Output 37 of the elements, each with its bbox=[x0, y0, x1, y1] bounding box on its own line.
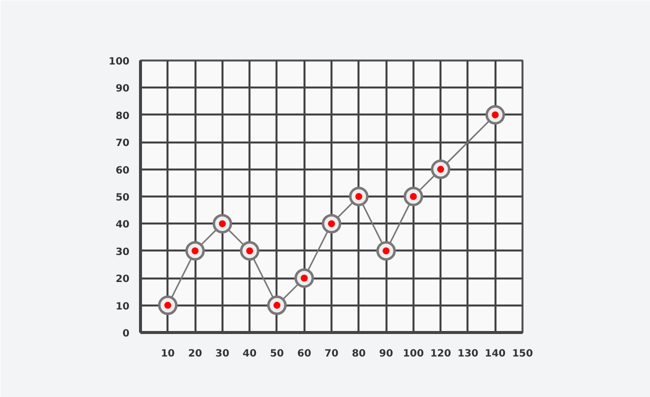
point bbox=[294, 268, 314, 288]
point bbox=[240, 241, 260, 261]
y-tick-label: 50 bbox=[116, 192, 130, 204]
point bbox=[404, 186, 424, 206]
y-tick-label: 40 bbox=[116, 220, 130, 231]
point bbox=[430, 160, 450, 180]
x-tick-label: 100 bbox=[402, 348, 424, 360]
point bbox=[267, 296, 287, 316]
point bbox=[212, 214, 232, 234]
y-tick-label: 80 bbox=[116, 110, 130, 122]
y-tick-label: 10 bbox=[116, 301, 130, 312]
x-tick-label: 70 bbox=[324, 348, 338, 360]
point bbox=[322, 214, 342, 234]
point bbox=[185, 241, 205, 261]
point bbox=[485, 105, 505, 125]
point bbox=[349, 186, 369, 206]
x-tick-label: 30 bbox=[215, 348, 230, 360]
x-tick-label: 140 bbox=[484, 348, 506, 360]
point bbox=[158, 296, 178, 316]
x-tick-label: 50 bbox=[270, 348, 284, 360]
y-tick-label: 70 bbox=[116, 138, 130, 150]
x-tick-label: 120 bbox=[430, 348, 452, 360]
x-tick-label: 60 bbox=[297, 348, 312, 360]
x-tick-label: 130 bbox=[457, 348, 478, 360]
x-tick-label: 20 bbox=[188, 348, 202, 360]
x-tick-label: 40 bbox=[242, 348, 257, 360]
y-tick-label: 30 bbox=[116, 246, 130, 258]
x-tick-label: 10 bbox=[160, 348, 175, 360]
y-tick-label: 60 bbox=[116, 165, 130, 176]
y-tick-label: 20 bbox=[116, 274, 130, 286]
point bbox=[376, 241, 396, 261]
x-tick-label: 150 bbox=[512, 348, 533, 360]
y-tick-label: 0 bbox=[122, 328, 130, 340]
x-tick-label: 80 bbox=[352, 348, 366, 360]
x-tick-label: 90 bbox=[379, 348, 394, 360]
y-tick-label: 100 bbox=[108, 56, 130, 68]
y-tick-label: 90 bbox=[116, 84, 130, 95]
